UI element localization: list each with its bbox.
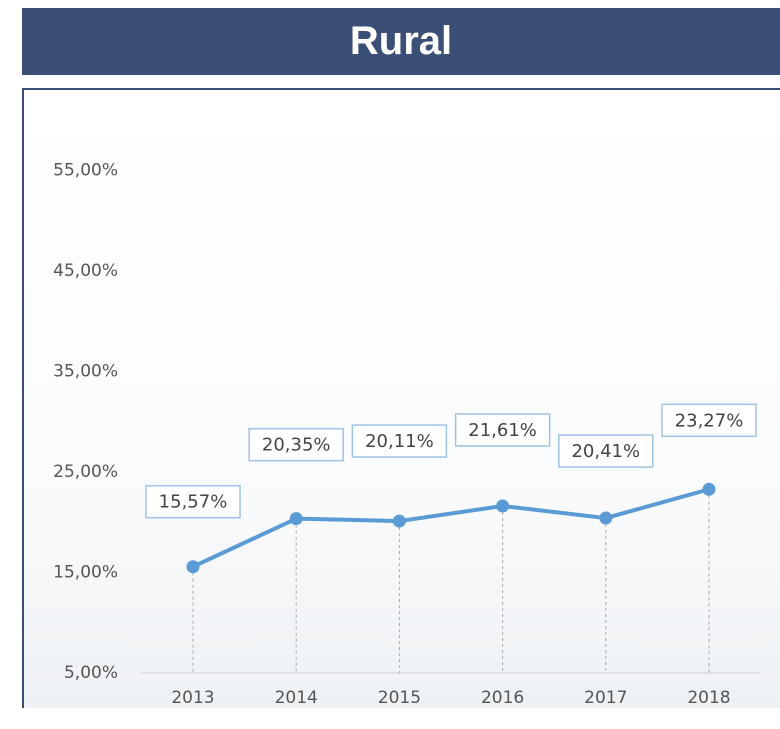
point-marker <box>496 499 510 513</box>
chart-panel <box>22 88 780 708</box>
point-marker <box>702 482 716 496</box>
data-label: 20,35% <box>262 435 331 456</box>
data-label-box <box>145 484 241 519</box>
data-label: 15,57% <box>159 492 228 513</box>
y-tick-label: 45,00% <box>53 261 118 281</box>
x-tick-label: 2013 <box>171 688 214 708</box>
x-tick-label: 2017 <box>584 688 627 708</box>
x-tick-label: 2015 <box>378 688 421 708</box>
x-tick-label: 2016 <box>481 688 524 708</box>
point-marker <box>599 511 613 525</box>
y-tick-label: 35,00% <box>53 361 118 381</box>
data-label: 20,41% <box>571 441 640 462</box>
data-label: 23,27% <box>675 410 744 431</box>
data-label-box <box>248 427 344 462</box>
y-tick-label: 25,00% <box>53 462 118 482</box>
data-label-box <box>661 403 757 438</box>
data-label-box <box>351 424 448 458</box>
point-marker <box>186 560 200 574</box>
data-label: 20,11% <box>365 431 434 452</box>
data-label: 21,61% <box>468 420 537 441</box>
x-tick-label: 2014 <box>275 688 318 708</box>
point-marker <box>289 512 303 526</box>
y-tick-label: 5,00% <box>64 663 118 683</box>
data-label-box <box>454 413 551 447</box>
chart-title: Rural <box>22 8 780 75</box>
series-line <box>192 487 710 569</box>
y-tick-label: 55,00% <box>53 160 118 180</box>
y-tick-label: 15,00% <box>53 562 118 582</box>
point-marker <box>392 514 406 528</box>
data-label-box <box>558 434 654 468</box>
x-tick-label: 2018 <box>687 688 730 708</box>
